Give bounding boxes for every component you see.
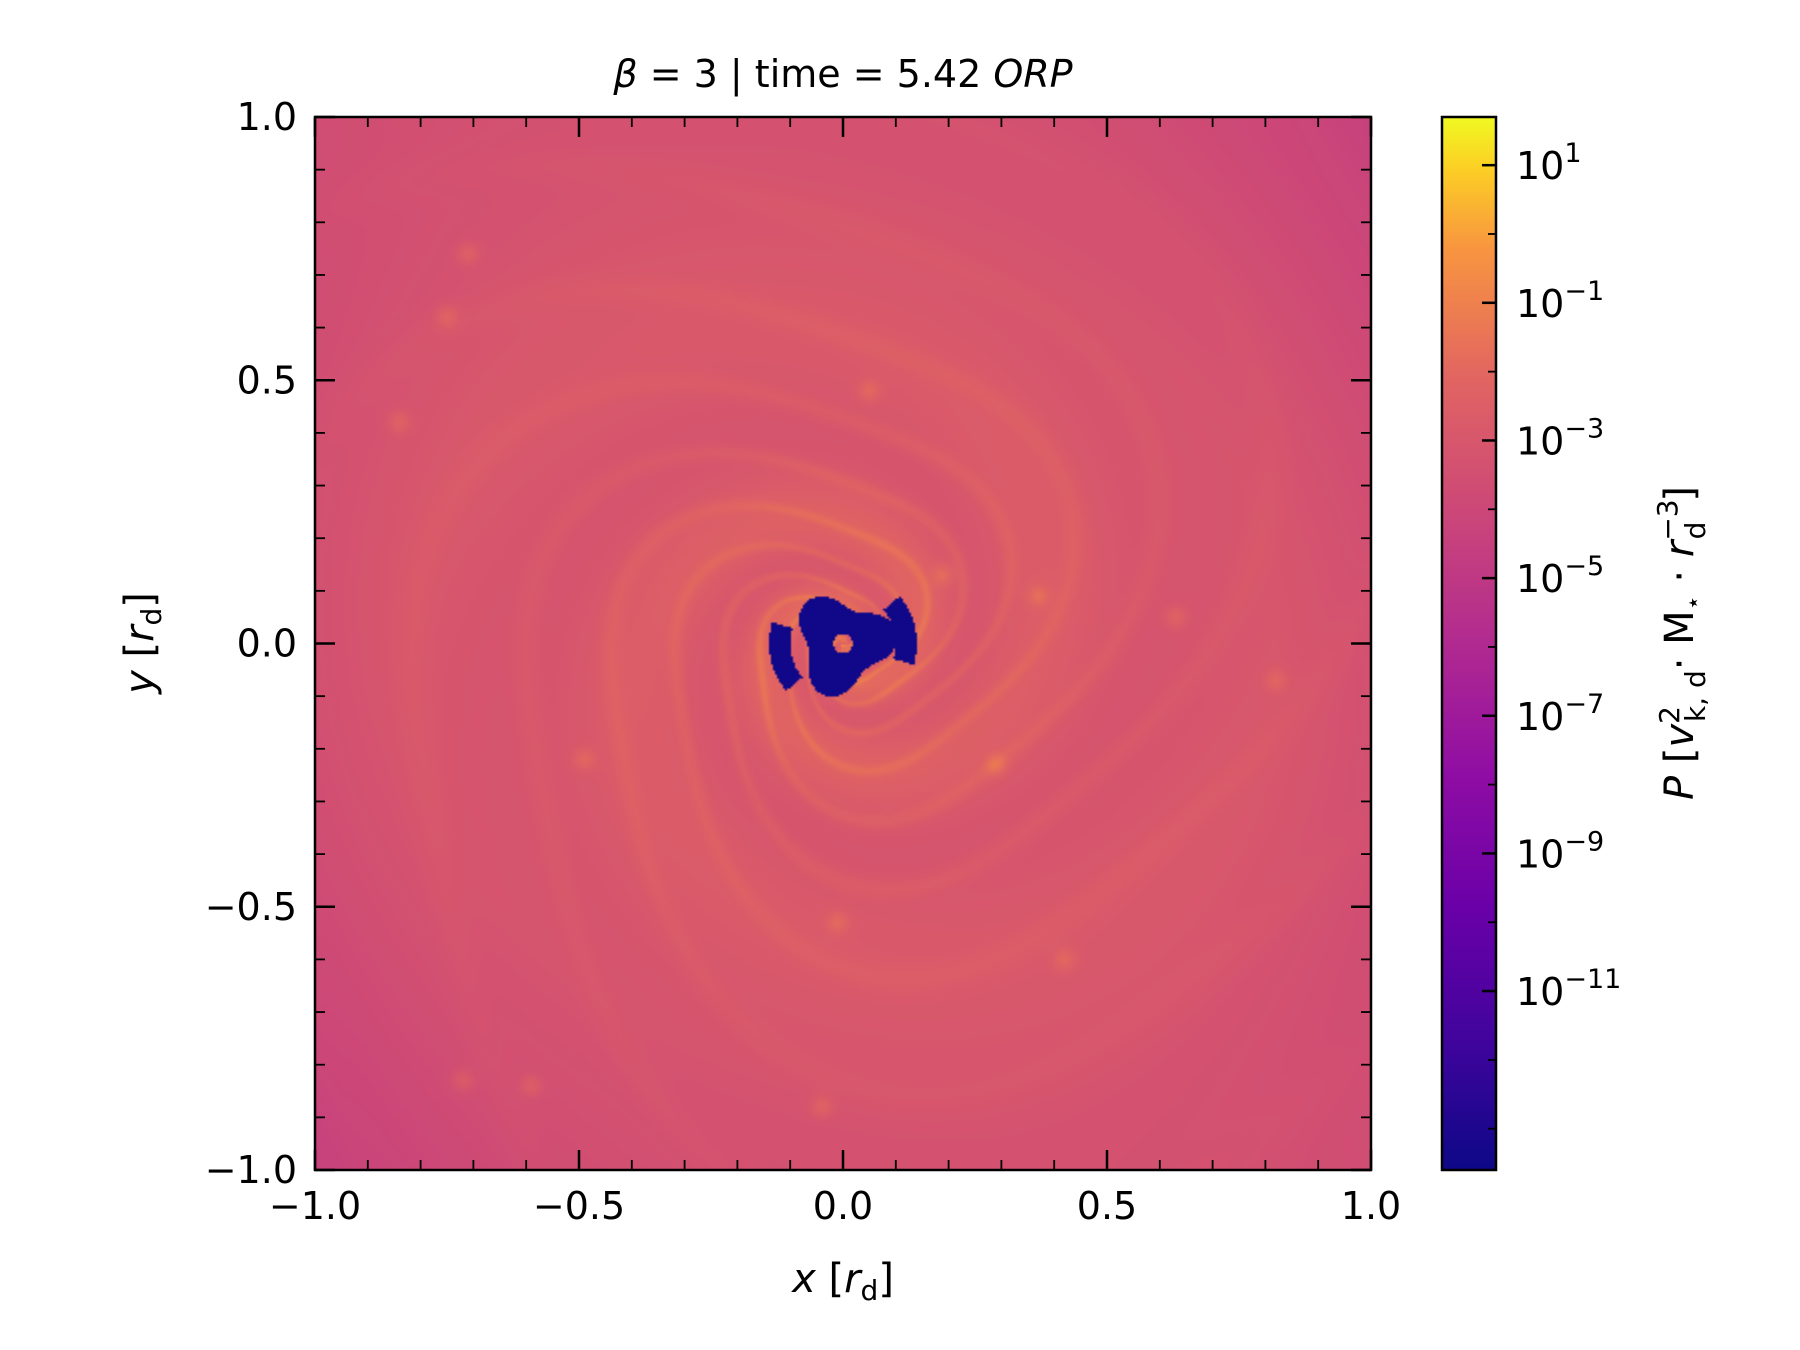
- x-tick-label: −0.5: [533, 1184, 625, 1228]
- x-tick-label: 0.0: [813, 1184, 873, 1228]
- pressure-heatmap: [315, 117, 1371, 1170]
- y-tick-label: −0.5: [205, 885, 297, 929]
- colorbar-tick-label: 101: [1516, 138, 1582, 188]
- x-tick-label: 1.0: [1341, 1184, 1401, 1228]
- colorbar-tick-label: 10−11: [1516, 964, 1621, 1014]
- axis-tick-labels: −1.0 −0.5 0.0 0.5 1.0 −1.0 −0.5 0.0 0.5 1.0: [205, 95, 1402, 1228]
- colorbar-tick-label: 10−3: [1516, 413, 1604, 463]
- colorbar-tick-label: 10−9: [1516, 826, 1604, 876]
- y-tick-label: 0.0: [237, 622, 297, 666]
- x-tick-label: −1.0: [269, 1184, 361, 1228]
- colorbar-ticks: 101 10−1 10−3 10−5 10−7 10−9 10−11: [1482, 138, 1621, 1130]
- y-tick-label: 0.5: [237, 358, 297, 402]
- colorbar-label: P [v2k, d· M⋆ · r−3d]: [1651, 486, 1712, 800]
- colorbar-tick-label: 10−1: [1516, 276, 1604, 326]
- axis-ticks: [313, 115, 1373, 1172]
- chart-title: β = 3 | time = 5.42 ORP: [612, 52, 1072, 97]
- colorbar: [1440, 115, 1498, 1172]
- x-axis-label: x [rd]: [790, 1256, 894, 1307]
- colorbar-tick-label: 10−5: [1516, 551, 1604, 601]
- y-tick-label: −1.0: [205, 1148, 297, 1192]
- x-tick-label: 0.5: [1077, 1184, 1137, 1228]
- colorbar-tick-label: 10−7: [1516, 689, 1604, 739]
- y-axis-label: y [rd]: [117, 592, 168, 695]
- y-tick-label: 1.0: [237, 95, 297, 139]
